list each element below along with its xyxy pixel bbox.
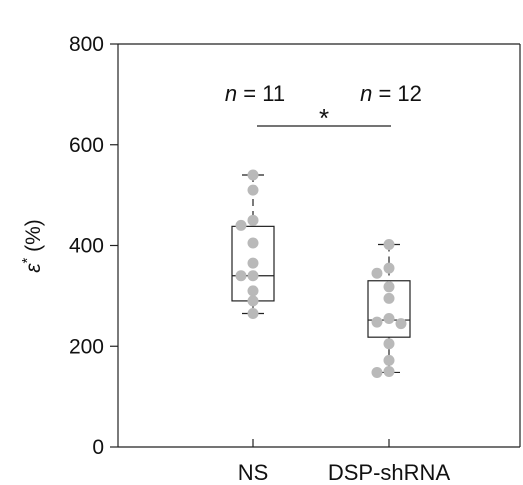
- y-tick-label: 600: [69, 134, 104, 157]
- y-tick-label: 0: [92, 436, 104, 459]
- data-point: [247, 169, 259, 181]
- data-point: [247, 184, 259, 196]
- data-point: [371, 267, 383, 279]
- data-point: [247, 214, 259, 226]
- svg-text:ε* (%): ε* (%): [19, 219, 45, 273]
- data-point: [383, 365, 395, 377]
- y-axis-label-symbol: ε: [22, 263, 45, 273]
- data-point: [235, 219, 247, 231]
- data-point: [371, 366, 383, 378]
- data-point: [383, 338, 395, 350]
- y-tick-label: 200: [69, 335, 104, 358]
- y-axis-ticks: 0 200 400 600 800: [69, 33, 118, 459]
- data-point: [383, 354, 395, 366]
- significance-star: *: [319, 103, 329, 133]
- box-group: [367, 238, 411, 378]
- data-point: [383, 292, 395, 304]
- data-point: [247, 257, 259, 269]
- box-group: [231, 169, 275, 320]
- data-point: [383, 281, 395, 293]
- y-axis-label-unit: (%): [22, 219, 45, 258]
- data-point: [247, 285, 259, 297]
- data-point: [247, 308, 259, 320]
- data-point: [247, 237, 259, 249]
- data-point: [383, 313, 395, 325]
- annotations: * n = 11 n = 12: [225, 81, 422, 133]
- sample-size-var: n: [225, 81, 237, 106]
- data-point: [247, 270, 259, 282]
- x-category-label: NS: [238, 460, 269, 485]
- sample-size-label: n = 11: [225, 81, 285, 106]
- y-tick-label: 800: [69, 33, 104, 56]
- y-axis-label-superscript: *: [19, 258, 36, 264]
- data-point: [383, 262, 395, 274]
- sample-size-value: = 11: [237, 81, 285, 106]
- x-axis-ticks: NS DSP-shRNA: [238, 439, 451, 485]
- data-point: [371, 316, 383, 328]
- box-groups: [231, 169, 411, 378]
- x-category-label: DSP-shRNA: [328, 460, 451, 485]
- sample-size-var: n: [360, 81, 372, 106]
- data-point: [247, 295, 259, 307]
- data-point: [235, 270, 247, 282]
- y-tick-label: 400: [69, 235, 104, 258]
- y-axis-label: ε* (%): [19, 219, 45, 273]
- sample-size-value: = 12: [372, 81, 422, 106]
- sample-size-label: n = 12: [360, 81, 422, 106]
- data-point: [395, 318, 407, 330]
- data-point: [383, 238, 395, 250]
